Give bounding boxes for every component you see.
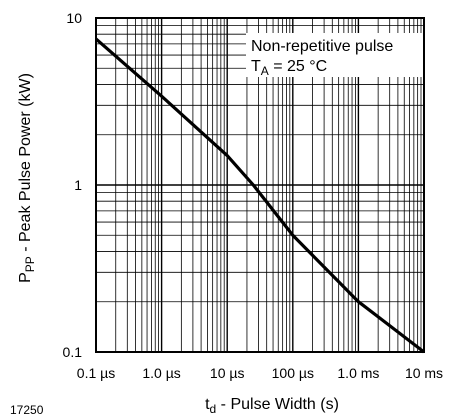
y-axis-label-subscript: PP [23,256,37,272]
x-tick-label: 100 µs [272,365,314,381]
y-axis-label: PPP - Peak Pulse Power (kW) [17,73,37,283]
pulse-power-curve [94,37,425,354]
y-axis-label-symbol: P [17,272,34,283]
y-axis-label-text: - Peak Pulse Power (kW) [17,73,34,256]
figure-id: 17250 [10,403,44,417]
y-tick-label: 10 [66,10,82,26]
x-tick-label: 1.0 ms [337,365,379,381]
y-tick-label: 0.1 [63,344,83,360]
x-axis-label-symbol: t [205,396,210,413]
x-tick-label: 0.1 µs [77,365,115,381]
annotation-temp-value: = 25 °C [269,58,327,75]
x-axis-label-text: - Pulse Width (s) [216,396,339,413]
x-axis-label-subscript: d [210,402,217,416]
series-layer [94,37,425,354]
annotation-line2: TA = 25 °C [251,58,327,78]
annotation-box [246,33,424,77]
x-tick-label: 10 ms [405,365,443,381]
annotation-temp-symbol: T [251,58,261,75]
annotation-line1: Non-repetitive pulse [251,38,393,55]
x-axis-label: td - Pulse Width (s) [205,396,339,416]
annotation-temp-subscript: A [261,64,269,78]
x-tick-label: 1.0 µs [142,365,180,381]
tick-labels: 0.1 µs 1.0 µs 10 µs 100 µs 1.0 ms 10 ms 0.1 1 10 [63,10,444,381]
plot-frame [95,17,425,353]
y-tick-label: 1 [74,177,82,193]
x-tick-label: 10 µs [210,365,245,381]
